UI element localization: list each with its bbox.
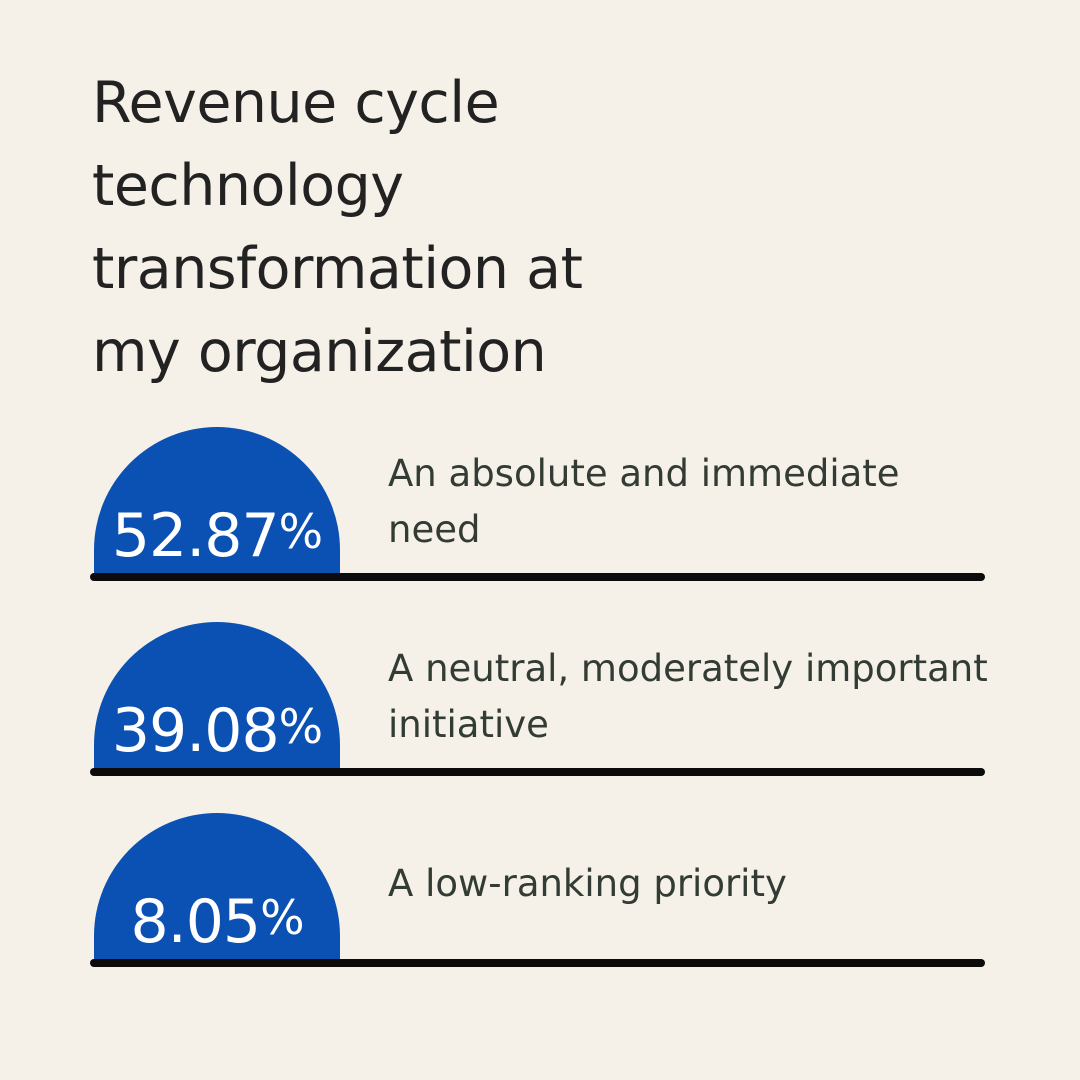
chart-row-2: 39.08% A neutral, moderately important i… xyxy=(90,622,988,776)
category-label-3: A low-ranking priority xyxy=(388,856,988,912)
dome-shape-1: 52.87% xyxy=(94,427,340,577)
chart-title: Revenue cycle technology transformation … xyxy=(92,62,583,394)
dome-shape-2: 39.08% xyxy=(94,622,340,772)
title-line: my organization xyxy=(92,319,547,385)
title-line: Revenue cycle xyxy=(92,70,500,136)
dome-shape-3: 8.05% xyxy=(94,813,340,963)
baseline-rule-2 xyxy=(90,768,985,776)
category-label-2: A neutral, moderately important initiati… xyxy=(388,641,988,753)
value-number: 8.05 xyxy=(130,887,261,957)
category-label-line: need xyxy=(388,508,481,551)
category-label-line: A low-ranking priority xyxy=(388,862,787,905)
category-label-1: An absolute and immediate need xyxy=(388,446,988,558)
title-line: technology xyxy=(92,153,404,219)
value-label-3: 8.05% xyxy=(94,892,340,952)
baseline-rule-1 xyxy=(90,573,985,581)
value-label-2: 39.08% xyxy=(94,701,340,761)
value-number: 39.08 xyxy=(111,696,280,766)
category-label-line: An absolute and immediate xyxy=(388,452,900,495)
category-label-line: A neutral, moderately important xyxy=(388,647,988,690)
chart-row-1: 52.87% An absolute and immediate need xyxy=(90,427,985,581)
percent-sign: % xyxy=(278,701,323,755)
value-number: 52.87 xyxy=(111,501,280,571)
percent-sign: % xyxy=(278,506,323,560)
value-label-1: 52.87% xyxy=(94,506,340,566)
title-line: transformation at xyxy=(92,236,583,302)
baseline-rule-3 xyxy=(90,959,985,967)
chart-row-3: 8.05% A low-ranking priority xyxy=(90,813,985,967)
category-label-line: initiative xyxy=(388,703,549,746)
percent-sign: % xyxy=(260,892,304,946)
